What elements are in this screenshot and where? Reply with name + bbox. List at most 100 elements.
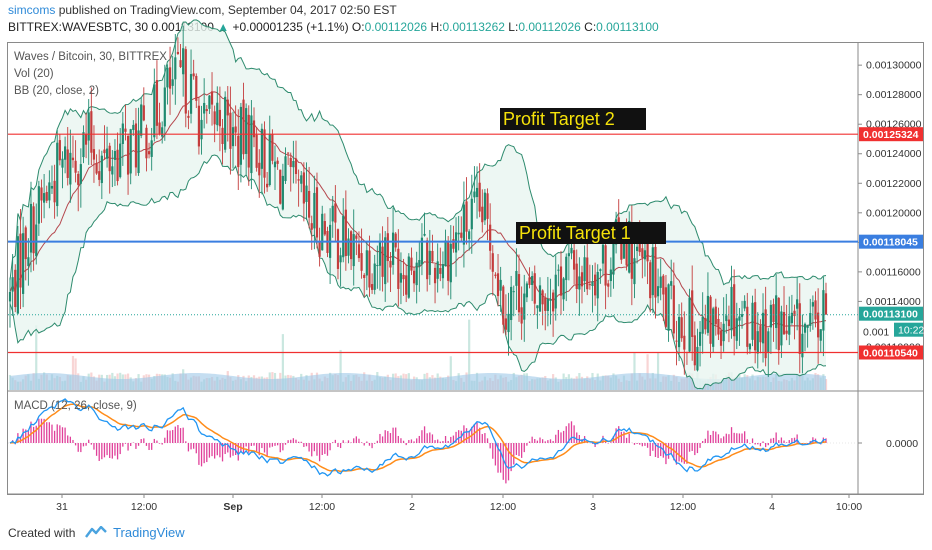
support-price-tag-bg xyxy=(859,345,923,360)
candle xyxy=(683,335,686,350)
open-value: 0.00112026 xyxy=(364,20,428,34)
candle xyxy=(145,127,148,159)
candle xyxy=(573,250,576,270)
chart-title[interactable]: Waves / Bitcoin, 30, BITTREX xyxy=(14,51,167,63)
candle xyxy=(670,281,673,286)
candle xyxy=(77,173,80,185)
candle xyxy=(559,266,563,296)
candle xyxy=(189,74,193,114)
candle xyxy=(410,257,413,271)
y-tick-label: 0.00130000 xyxy=(866,60,922,72)
candle xyxy=(696,346,699,371)
candle xyxy=(712,308,715,347)
candle xyxy=(137,130,140,174)
candle xyxy=(599,269,602,271)
y-tick-label: 0.00128000 xyxy=(866,89,922,101)
candle xyxy=(743,300,746,309)
candle xyxy=(525,283,528,298)
tradingview-brand[interactable]: TradingView xyxy=(113,525,185,540)
candle xyxy=(245,108,248,154)
candle xyxy=(452,239,455,249)
candle xyxy=(352,234,355,267)
x-tick-label: 10:00 xyxy=(836,501,862,513)
candle xyxy=(777,297,780,351)
candle xyxy=(210,91,214,105)
candle xyxy=(339,255,342,263)
candle xyxy=(129,129,132,174)
countdown-tag: 10:22 xyxy=(898,325,924,337)
candle xyxy=(680,317,683,339)
candle xyxy=(166,67,169,88)
volume-legend[interactable]: Vol (20) xyxy=(14,68,54,80)
candle xyxy=(423,233,426,236)
candle xyxy=(756,331,759,354)
candle xyxy=(790,312,793,324)
macd-legend[interactable]: MACD (12, 26, close, 9) xyxy=(14,400,137,412)
candle xyxy=(523,293,526,320)
candle xyxy=(583,257,586,282)
candle xyxy=(208,95,211,109)
candle xyxy=(625,241,628,266)
candle xyxy=(161,127,164,137)
candle xyxy=(45,191,48,201)
candle xyxy=(528,277,531,285)
candle xyxy=(819,329,822,341)
candle xyxy=(764,309,767,359)
candle xyxy=(266,183,269,188)
candle xyxy=(717,318,720,335)
candle xyxy=(594,274,597,296)
support-price-tag: 0.00110540 xyxy=(863,347,918,359)
high-label: H: xyxy=(430,20,443,34)
partial-tick-label: 0.001 xyxy=(863,327,889,339)
candle xyxy=(460,232,463,238)
candle xyxy=(447,241,450,281)
candle xyxy=(48,182,51,201)
candle xyxy=(822,290,825,331)
candle xyxy=(775,295,778,328)
candle xyxy=(231,127,235,147)
volume-bar xyxy=(35,325,38,390)
candle xyxy=(279,169,282,204)
candle xyxy=(486,193,489,219)
candle xyxy=(287,152,290,154)
candle xyxy=(195,75,198,101)
candle xyxy=(630,224,633,279)
created-with-text: Created with xyxy=(8,526,76,540)
candle xyxy=(767,331,770,352)
candle xyxy=(517,274,521,313)
candle xyxy=(444,240,447,267)
candle xyxy=(237,135,240,168)
candle xyxy=(284,156,287,182)
bb-lower-band xyxy=(9,154,827,390)
candle xyxy=(520,307,523,324)
candle xyxy=(318,241,321,257)
candle xyxy=(321,213,324,251)
candle xyxy=(221,127,224,145)
macd-zero-label: 0.0000 xyxy=(886,438,918,450)
y-tick-label: 0.00116000 xyxy=(866,266,921,278)
candle xyxy=(142,105,145,121)
candle xyxy=(84,133,88,145)
candle xyxy=(27,257,30,267)
candle xyxy=(98,171,101,180)
candle xyxy=(426,240,429,280)
candle xyxy=(273,161,277,168)
volume-bar xyxy=(71,355,75,390)
author-link[interactable]: simcoms xyxy=(8,3,56,17)
target2-price-tag-bg xyxy=(859,127,923,142)
bb-legend[interactable]: BB (20, close, 2) xyxy=(14,85,100,97)
x-tick-label: 4 xyxy=(769,501,775,513)
candle xyxy=(105,148,109,159)
candle xyxy=(69,152,72,185)
candle xyxy=(53,180,56,203)
candle xyxy=(255,134,258,168)
candle xyxy=(725,315,728,322)
candle xyxy=(384,237,387,285)
high-value: 0.00113262 xyxy=(442,20,505,34)
candle xyxy=(368,250,371,288)
candle xyxy=(360,253,363,271)
candle xyxy=(61,158,64,168)
candle xyxy=(391,232,395,265)
candle xyxy=(302,172,305,204)
